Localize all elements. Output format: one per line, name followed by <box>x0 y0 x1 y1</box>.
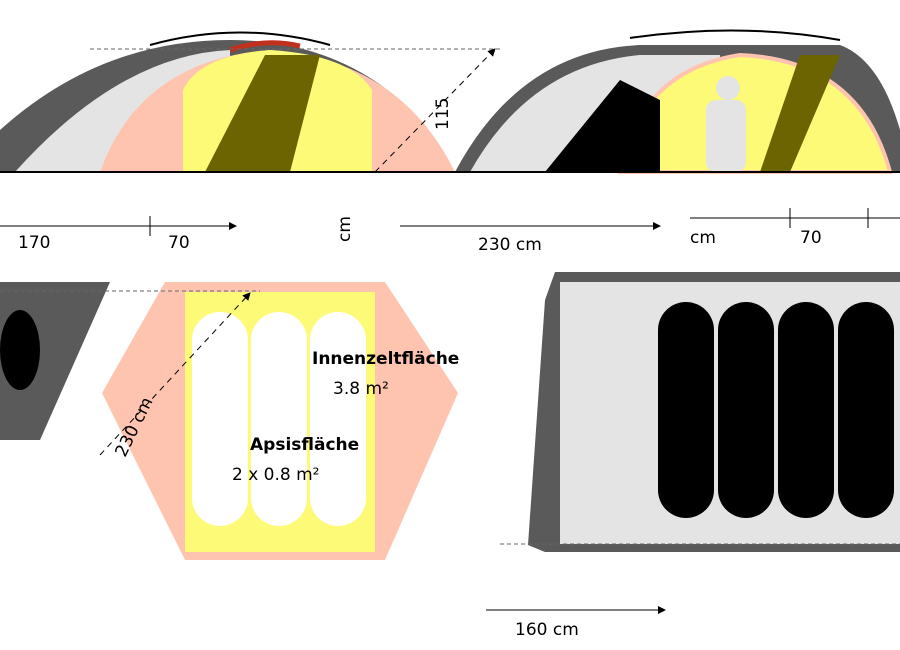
sleeper-dark <box>778 302 834 518</box>
pole-red <box>229 40 301 53</box>
width-left-label: 170 <box>18 233 50 253</box>
side-view: 230 cm cm 70 <box>400 29 900 255</box>
sleeper-dark <box>658 302 714 518</box>
height-label: 115 <box>433 98 453 130</box>
sleeping-pad <box>310 312 366 526</box>
sleeping-pad <box>192 312 248 526</box>
unit-label: cm <box>690 228 716 248</box>
side-pole-arc <box>629 29 841 41</box>
sleeper-dark <box>718 302 774 518</box>
length-label: 230 cm <box>478 235 542 255</box>
floor-length-dim <box>99 292 251 456</box>
pole-arc <box>149 31 331 46</box>
width-right-label: 70 <box>800 228 822 248</box>
footprint-width-label: 160 cm <box>515 620 579 640</box>
height-dim-line <box>374 48 496 173</box>
person-silhouette-icon <box>706 76 746 172</box>
front-view: 115 cm 170 70 <box>0 31 500 253</box>
side-door-dark <box>545 80 660 172</box>
floor-plan: 230 cm Innenzeltfläche 3.8 m² Apsisfläch… <box>0 282 459 560</box>
inner-area-value: 3.8 m² <box>333 379 389 399</box>
side-shadow <box>760 55 840 172</box>
inner-area-title: Innenzeltfläche <box>312 349 459 369</box>
vestibule-area-title: Apsisfläche <box>250 435 359 455</box>
inner-tent-shadow <box>205 55 320 172</box>
footprint-plan: 160 cm <box>486 272 900 640</box>
sleeper-dark <box>0 310 40 390</box>
height-unit-label: cm <box>335 216 355 242</box>
vestibule-area-value: 2 x 0.8 m² <box>232 465 320 485</box>
width-center-label: 70 <box>168 233 190 253</box>
sleeper-dark <box>838 302 894 518</box>
sleeping-pad <box>251 312 307 526</box>
